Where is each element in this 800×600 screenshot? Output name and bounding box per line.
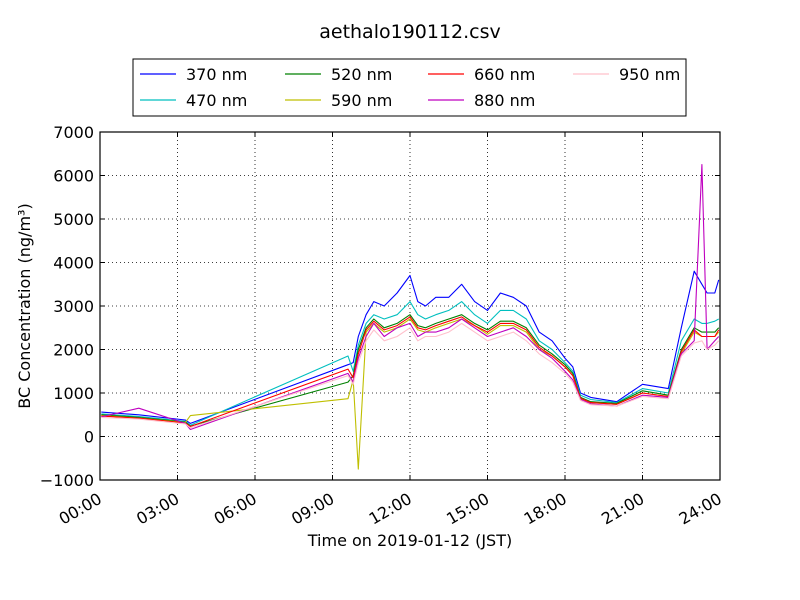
legend-label-950-nm: 950 nm bbox=[619, 65, 680, 84]
y-tick-label: 4000 bbox=[53, 254, 94, 273]
legend-label-590-nm: 590 nm bbox=[331, 91, 392, 110]
legend-label-520-nm: 520 nm bbox=[331, 65, 392, 84]
chart-title: aethalo190112.csv bbox=[319, 21, 501, 43]
legend-label-880-nm: 880 nm bbox=[474, 91, 535, 110]
series-lines bbox=[101, 164, 720, 470]
legend-box bbox=[132, 58, 687, 117]
y-tick-label: 3000 bbox=[53, 297, 94, 316]
series-line-520-nm bbox=[101, 314, 720, 427]
legend-label-370-nm: 370 nm bbox=[186, 65, 247, 84]
series-line-660-nm bbox=[101, 316, 720, 428]
series-line-370-nm bbox=[101, 270, 720, 424]
y-axis-label: BC Concentration (ng/m³) bbox=[15, 203, 34, 408]
y-tick-label: 0 bbox=[84, 428, 94, 447]
x-tick-label: 12:00 bbox=[366, 489, 415, 529]
series-line-950-nm bbox=[101, 322, 720, 429]
y-tick-label: 1000 bbox=[53, 384, 94, 403]
y-tick-label: 7000 bbox=[53, 123, 94, 142]
x-axis-label: Time on 2019-01-12 (JST) bbox=[307, 531, 512, 550]
x-tick-label: 18:00 bbox=[521, 489, 570, 529]
x-tick-label: 00:00 bbox=[56, 489, 105, 529]
x-tick-label: 21:00 bbox=[598, 489, 647, 529]
x-tick-label: 06:00 bbox=[211, 489, 260, 529]
x-tick-label: 15:00 bbox=[443, 489, 492, 529]
y-tick-label: 2000 bbox=[53, 341, 94, 360]
y-tick-label: 5000 bbox=[53, 210, 94, 229]
series-line-590-nm bbox=[101, 318, 720, 470]
x-tick-label: 24:00 bbox=[676, 489, 725, 529]
legend: 370 nm 470 nm 520 nm 590 nm 660 nm 880 nm 950 … bbox=[132, 58, 687, 117]
x-tick-labels: 00:00 03:00 06:00 09:00 12:00 15:00 18:00 21:00… bbox=[56, 489, 725, 529]
y-tick-label: 6000 bbox=[53, 167, 94, 186]
legend-label-660-nm: 660 nm bbox=[474, 65, 535, 84]
x-tick-label: 03:00 bbox=[133, 489, 182, 529]
x-tick-label: 09:00 bbox=[288, 489, 337, 529]
y-tick-label: −1000 bbox=[40, 471, 94, 490]
legend-label-470-nm: 470 nm bbox=[186, 91, 247, 110]
y-tick-labels: −1000 0 1000 2000 3000 4000 5000 6000 7000 bbox=[40, 123, 94, 490]
series-line-470-nm bbox=[101, 301, 719, 426]
grid bbox=[100, 132, 720, 480]
axis-ticks bbox=[99, 131, 721, 481]
